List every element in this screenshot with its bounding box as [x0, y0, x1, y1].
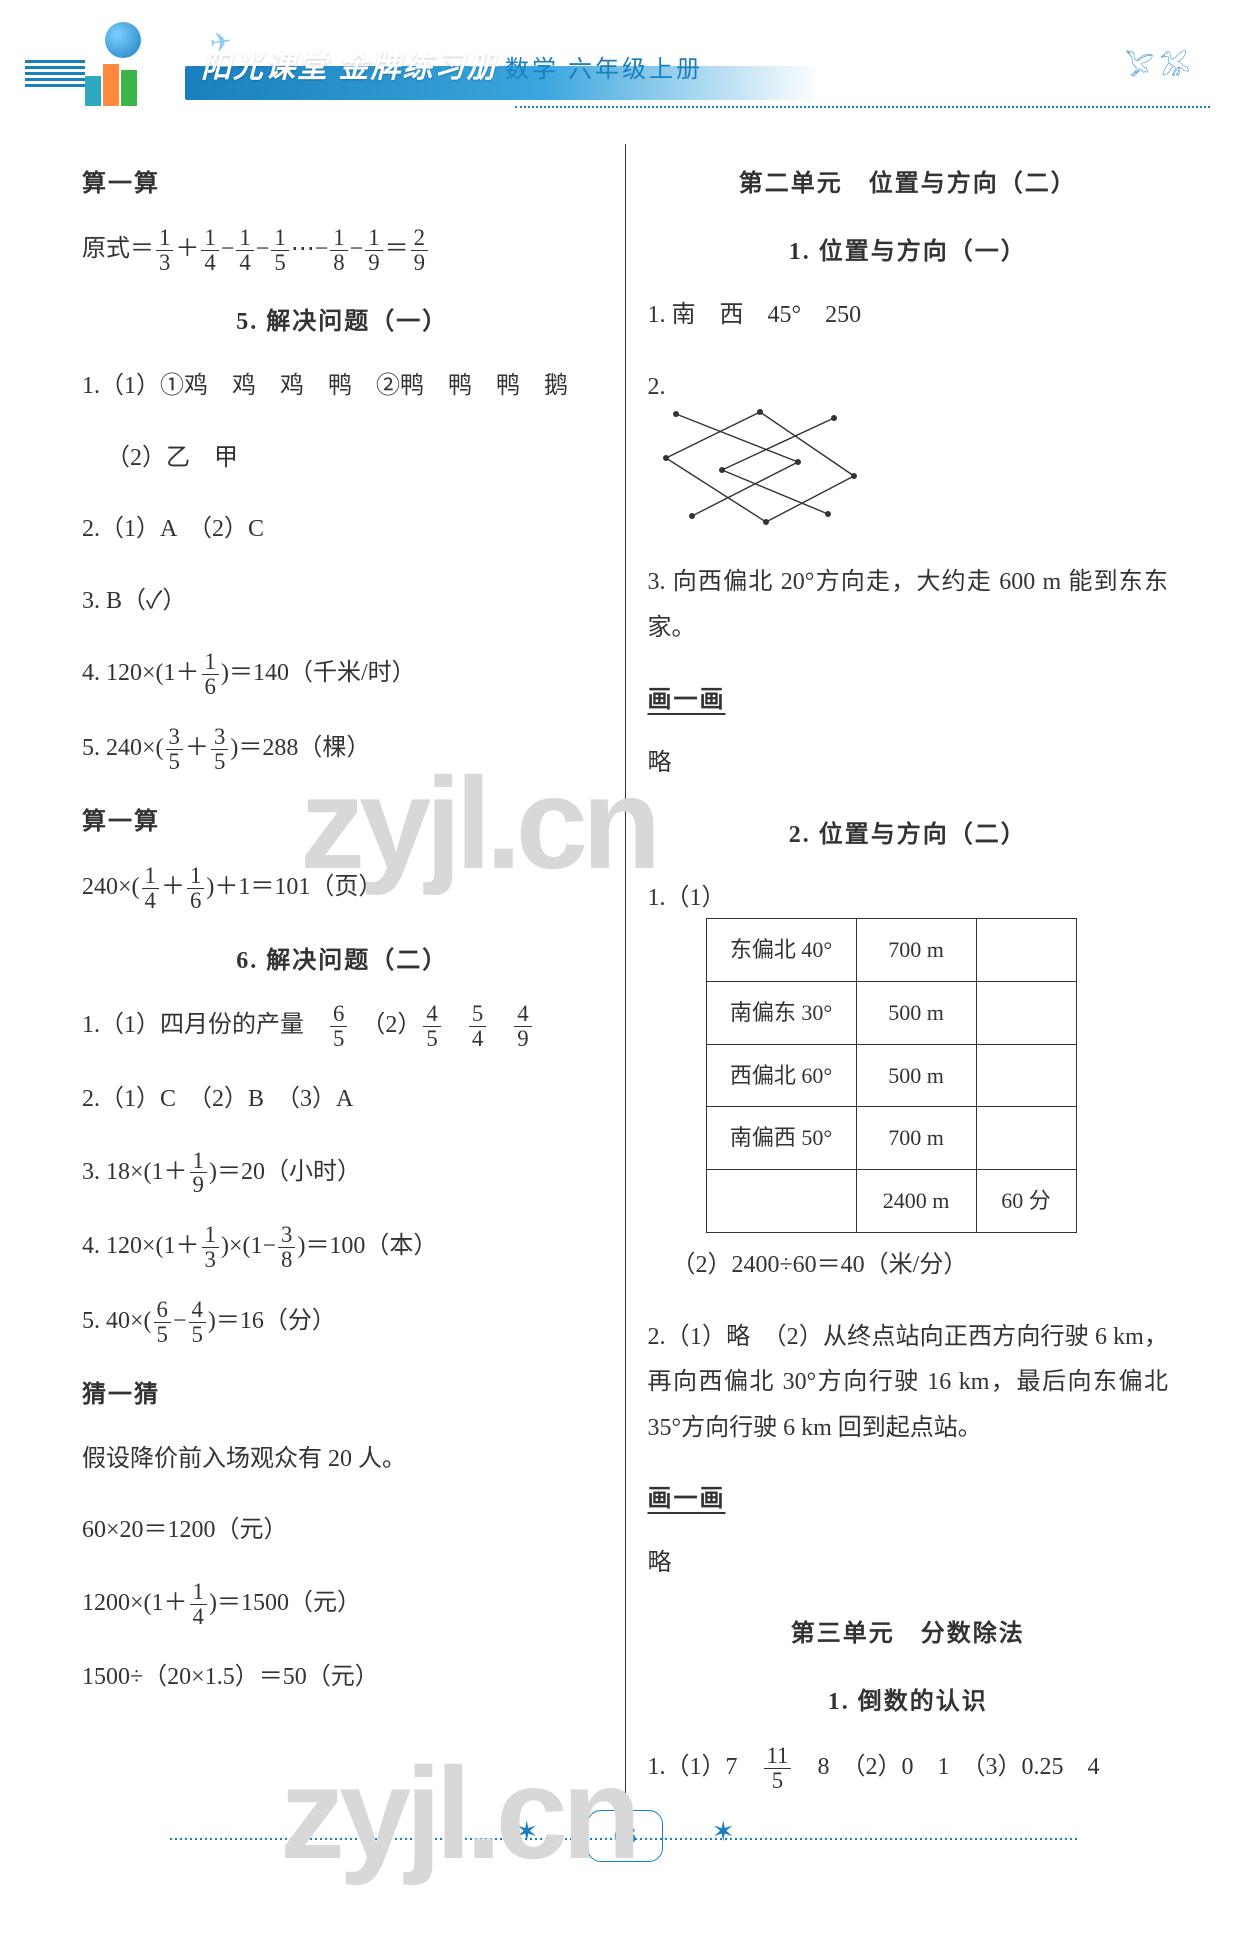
s2-q1-label: 1.（1）: [648, 876, 726, 922]
table-cell: 700 m: [856, 918, 976, 981]
birds-icon: 𓅯 𓅮: [1125, 46, 1190, 92]
sec5-q5: 5. 240×(35＋35)＝288（棵）: [82, 725, 603, 774]
calc2-expr: 240×(14＋16)＋1＝101（页）: [82, 864, 603, 913]
sec6-q5: 5. 40×(65−45)＝16（分）: [82, 1298, 603, 1347]
q5-post: ＝288（棵）: [238, 735, 370, 761]
books-icon: [85, 64, 139, 106]
table-row: 2400 m60 分: [706, 1170, 1076, 1233]
s3-q1: 1.（1）7 115 8 （2）0 1 （3）0.25 4: [648, 1744, 1169, 1793]
s2-q2: 2.（1）略 （2）从终点站向正西方向行驶 6 km，再向西偏北 30°方向行驶…: [648, 1315, 1169, 1452]
sec6-q1: 1.（1）四月份的产量 65 （2）45 54 49: [82, 1002, 603, 1051]
sec6-q2: 2.（1）C （2）B （3）A: [82, 1077, 603, 1123]
table-row: 西偏北 60°500 m: [706, 1044, 1076, 1107]
calc1-expr: 原式＝13＋14−14−15⋯−18−19＝29: [82, 226, 603, 275]
sec6-q4: 4. 120×(1＋13)×(1−38)＝100（本）: [82, 1223, 603, 1272]
guess-l2: 60×20＝1200（元）: [82, 1508, 603, 1554]
content-area: 算一算 原式＝13＋14−14−15⋯−18−19＝29 5. 解决问题（一） …: [60, 130, 1190, 1816]
s1-title: 1. 位置与方向（一）: [648, 230, 1169, 276]
sec5-q3: 3. B（✓）: [82, 579, 603, 625]
table-row: 南偏东 30°500 m: [706, 981, 1076, 1044]
subject-title: 数学 六年级上册: [505, 48, 703, 94]
table-cell: 南偏东 30°: [706, 981, 856, 1044]
s2-title: 2. 位置与方向（二）: [648, 813, 1169, 859]
table-cell: [976, 1107, 1076, 1170]
page-footer: ✶ 66 ✶: [0, 1810, 1250, 1866]
q4-pre: 4. 120×: [82, 660, 156, 686]
s1-q2: 2.: [648, 365, 1169, 535]
unit3-title: 第三单元 分数除法: [648, 1612, 1169, 1658]
top-stripe-accent: [25, 30, 80, 85]
direction-table: 东偏北 40°700 m南偏东 30°500 m西偏北 60°500 m南偏西 …: [706, 918, 1077, 1233]
table-cell: 500 m: [856, 1044, 976, 1107]
footer-bird-left-icon: ✶: [515, 1806, 538, 1859]
unit2-title: 第二单元 位置与方向（二）: [648, 162, 1169, 208]
s1-q3: 3. 向西偏北 20°方向走，大约走 600 m 能到东东家。: [648, 560, 1169, 651]
draw-heading-1: 画一画: [648, 678, 1169, 724]
table-cell: [706, 1170, 856, 1233]
matching-diagram: [658, 404, 858, 534]
lue-1: 略: [648, 741, 1169, 787]
s3-title: 1. 倒数的认识: [648, 1680, 1169, 1726]
globe-icon: [105, 22, 141, 58]
header-logo: [85, 30, 185, 100]
sec6-q3: 3. 18×(1＋19)＝20（小时）: [82, 1149, 603, 1198]
table-cell: 700 m: [856, 1107, 976, 1170]
q4-post: ＝140（千米/时）: [229, 660, 416, 686]
table-cell: 2400 m: [856, 1170, 976, 1233]
s2-q1-2: （2）2400÷60＝40（米/分）: [672, 1243, 1169, 1289]
footer-line: [170, 1838, 1080, 1840]
table-row: 南偏西 50°700 m: [706, 1107, 1076, 1170]
calc2-heading: 算一算: [82, 800, 603, 846]
right-column: 第二单元 位置与方向（二） 1. 位置与方向（一） 1. 南 西 45° 250…: [626, 130, 1191, 1816]
lue-2: 略: [648, 1541, 1169, 1587]
table-row: 东偏北 40°700 m: [706, 918, 1076, 981]
s1-q2-label: 2.: [648, 374, 666, 400]
table-cell: 500 m: [856, 981, 976, 1044]
table-cell: 东偏北 40°: [706, 918, 856, 981]
s1-q1: 1. 南 西 45° 250: [648, 293, 1169, 339]
table-cell: 60 分: [976, 1170, 1076, 1233]
sec5-q1-1: 1.（1）①鸡 鸡 鸡 鸭 ②鸭 鸭 鸭 鹅: [82, 364, 603, 410]
calc1-heading: 算一算: [82, 162, 603, 208]
guess-l3: 1200×(1＋14)＝1500（元）: [82, 1580, 603, 1629]
table-cell: 南偏西 50°: [706, 1107, 856, 1170]
table-cell: [976, 918, 1076, 981]
table-cell: 西偏北 60°: [706, 1044, 856, 1107]
table-cell: [976, 1044, 1076, 1107]
guess-heading: 猜一猜: [82, 1373, 603, 1419]
left-column: 算一算 原式＝13＋14−14−15⋯−18−19＝29 5. 解决问题（一） …: [60, 130, 625, 1816]
draw-heading-2: 画一画: [648, 1477, 1169, 1523]
sec5-title: 5. 解决问题（一）: [82, 300, 603, 346]
guess-l4: 1500÷（20×1.5）＝50（元）: [82, 1655, 603, 1701]
sec5-q1-2: （2）乙 甲: [106, 436, 603, 482]
sec5-q4: 4. 120×(1＋16)＝140（千米/时）: [82, 650, 603, 699]
series-title: 阳光课堂 金牌练习册: [201, 39, 499, 96]
table-cell: [976, 981, 1076, 1044]
sec5-q2: 2.（1）A （2）C: [82, 507, 603, 553]
guess-l1: 假设降价前入场观众有 20 人。: [82, 1437, 603, 1483]
footer-bird-right-icon: ✶: [712, 1806, 735, 1859]
page-header: 阳光课堂 金牌练习册 数学 六年级上册 𓅯 𓅮: [85, 30, 1210, 110]
header-dotline: [515, 106, 1210, 108]
sec6-title: 6. 解决问题（二）: [82, 939, 603, 985]
page-number: 66: [587, 1810, 663, 1862]
q5-pre: 5. 240×: [82, 735, 156, 761]
